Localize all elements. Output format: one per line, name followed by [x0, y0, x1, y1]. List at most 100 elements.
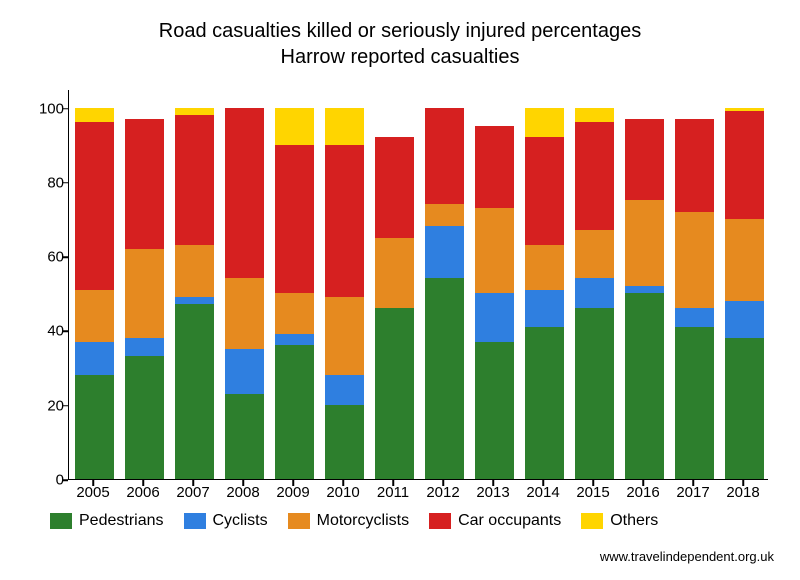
- legend-label: Pedestrians: [79, 512, 164, 530]
- y-tick-mark: [62, 405, 68, 407]
- bar-segment-pedestrians: [275, 345, 314, 479]
- plot-area: [68, 90, 768, 480]
- bar-segment-motorcyclists: [525, 245, 564, 290]
- bar-segment-motorcyclists: [725, 219, 764, 301]
- attribution-text: www.travelindependent.org.uk: [600, 549, 774, 564]
- bar-segment-car-occupants: [475, 126, 514, 208]
- bar-segment-car-occupants: [575, 122, 614, 230]
- bar-segment-others: [525, 108, 564, 138]
- bar-segment-cyclists: [725, 301, 764, 338]
- y-tick-mark: [62, 331, 68, 333]
- y-tick-label: 0: [38, 472, 64, 489]
- bar-segment-car-occupants: [375, 137, 414, 237]
- legend-item-others: Others: [581, 512, 658, 530]
- x-tick-label: 2011: [377, 484, 409, 501]
- bar-segment-pedestrians: [625, 293, 664, 479]
- legend-item-car-occupants: Car occupants: [429, 512, 561, 530]
- bar-segment-pedestrians: [325, 405, 364, 479]
- bar-segment-cyclists: [75, 342, 114, 375]
- bar-segment-cyclists: [475, 293, 514, 341]
- legend-item-pedestrians: Pedestrians: [50, 512, 164, 530]
- x-tick-label: 2014: [526, 484, 559, 501]
- x-tick-label: 2010: [326, 484, 359, 501]
- y-tick-mark: [62, 108, 68, 110]
- x-tick-label: 2012: [426, 484, 459, 501]
- x-tick-label: 2015: [576, 484, 609, 501]
- bar-segment-motorcyclists: [275, 293, 314, 334]
- bar-segment-cyclists: [625, 286, 664, 293]
- bar-segment-motorcyclists: [575, 230, 614, 278]
- x-tick-label: 2007: [176, 484, 209, 501]
- bar-segment-cyclists: [425, 226, 464, 278]
- legend-swatch: [184, 513, 206, 529]
- x-tick-label: 2018: [726, 484, 759, 501]
- legend-swatch: [581, 513, 603, 529]
- bar-segment-car-occupants: [125, 119, 164, 249]
- chart-title-line2: Harrow reported casualties: [281, 46, 520, 68]
- legend-label: Car occupants: [458, 512, 561, 530]
- bar-segment-motorcyclists: [675, 212, 714, 309]
- bar-segment-others: [275, 108, 314, 145]
- legend-item-motorcyclists: Motorcyclists: [288, 512, 409, 530]
- y-tick-label: 60: [38, 249, 64, 266]
- y-tick-label: 40: [38, 323, 64, 340]
- bar-segment-motorcyclists: [125, 249, 164, 338]
- bar-segment-motorcyclists: [325, 297, 364, 375]
- legend-label: Cyclists: [213, 512, 268, 530]
- bar-segment-others: [325, 108, 364, 145]
- x-tick-label: 2008: [226, 484, 259, 501]
- bar-segment-motorcyclists: [625, 200, 664, 285]
- chart-title-line1: Road casualties killed or seriously inju…: [159, 20, 641, 42]
- y-tick-label: 100: [38, 100, 64, 117]
- chart-container: Road casualties killed or seriously inju…: [0, 0, 800, 580]
- bar-segment-car-occupants: [325, 145, 364, 297]
- bar-segment-pedestrians: [425, 278, 464, 479]
- bar-segment-pedestrians: [575, 308, 614, 479]
- bar-segment-motorcyclists: [475, 208, 514, 293]
- x-tick-label: 2016: [626, 484, 659, 501]
- legend-item-cyclists: Cyclists: [184, 512, 268, 530]
- bar-segment-others: [575, 108, 614, 123]
- legend-swatch: [50, 513, 72, 529]
- bar-segment-motorcyclists: [175, 245, 214, 297]
- bar-segment-car-occupants: [725, 111, 764, 219]
- legend-swatch: [429, 513, 451, 529]
- bar-segment-others: [75, 108, 114, 123]
- bar-segment-pedestrians: [225, 394, 264, 479]
- bar-segment-car-occupants: [75, 122, 114, 289]
- bar-segment-cyclists: [675, 308, 714, 327]
- bar-segment-car-occupants: [425, 108, 464, 205]
- bar-segment-car-occupants: [275, 145, 314, 294]
- y-tick-mark: [62, 256, 68, 258]
- bar-segment-motorcyclists: [225, 278, 264, 349]
- bar-segment-cyclists: [175, 297, 214, 304]
- bar-segment-cyclists: [325, 375, 364, 405]
- bar-segment-pedestrians: [175, 304, 214, 479]
- bar-segment-car-occupants: [675, 119, 714, 212]
- y-tick-label: 80: [38, 174, 64, 191]
- y-tick-label: 20: [38, 397, 64, 414]
- bar-segment-pedestrians: [525, 327, 564, 479]
- bar-segment-motorcyclists: [425, 204, 464, 226]
- y-tick-mark: [62, 479, 68, 481]
- bar-segment-car-occupants: [625, 119, 664, 201]
- bar-segment-others: [725, 108, 764, 112]
- legend-label: Others: [610, 512, 658, 530]
- bar-segment-motorcyclists: [75, 290, 114, 342]
- bar-segment-cyclists: [275, 334, 314, 345]
- bar-segment-pedestrians: [375, 308, 414, 479]
- bar-segment-cyclists: [525, 290, 564, 327]
- x-tick-label: 2005: [76, 484, 109, 501]
- x-tick-label: 2006: [126, 484, 159, 501]
- bar-segment-others: [175, 108, 214, 115]
- bar-segment-car-occupants: [225, 108, 264, 279]
- chart-title: Road casualties killed or seriously inju…: [0, 0, 800, 70]
- bar-segment-car-occupants: [525, 137, 564, 245]
- legend-label: Motorcyclists: [317, 512, 409, 530]
- bar-segment-pedestrians: [675, 327, 714, 479]
- bar-segment-pedestrians: [75, 375, 114, 479]
- legend: Pedestrians Cyclists Motorcyclists Car occu…: [50, 512, 750, 530]
- x-tick-label: 2009: [276, 484, 309, 501]
- bar-segment-car-occupants: [175, 115, 214, 245]
- y-tick-mark: [62, 182, 68, 184]
